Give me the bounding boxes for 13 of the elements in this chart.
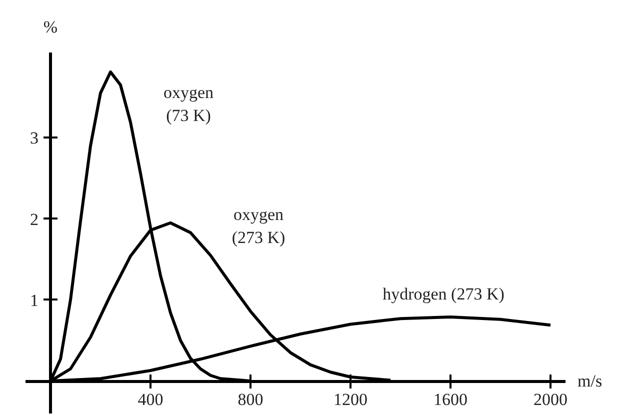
x-axis-title: m/s [578,372,602,391]
x-tick-label: 1200 [334,390,368,410]
y-axis-title: % [43,18,58,36]
x-tick-label: 400 [138,390,164,410]
y-tick-label: 2 [30,210,38,229]
y-tick-label: 3 [30,128,38,148]
series-label: hydrogen (273 K) [382,284,504,304]
y-tick-label: 1 [30,290,38,310]
x-tick-label: 1600 [434,390,468,410]
x-tick-label: 2000 [534,390,568,410]
series-label: oxygen (273 K) [232,204,286,247]
x-tick-label: 800 [238,390,264,410]
series-label: oxygen (73 K) [163,83,214,125]
